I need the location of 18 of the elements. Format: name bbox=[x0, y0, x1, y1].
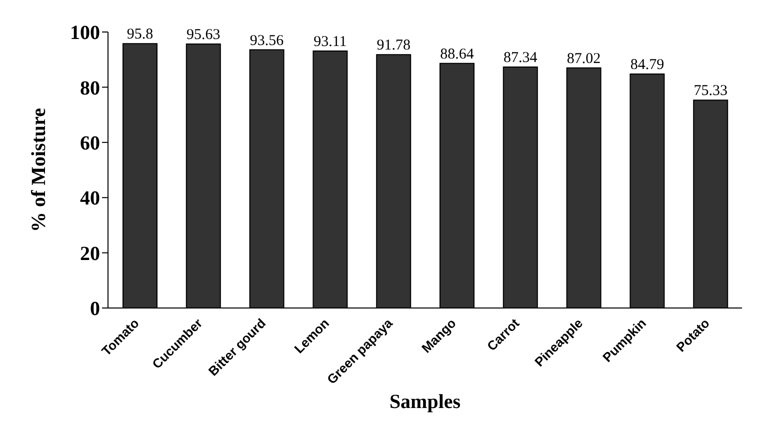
x-axis-title: Samples bbox=[389, 391, 461, 413]
y-tick-label: 60 bbox=[80, 132, 100, 154]
data-label: 87.02 bbox=[566, 50, 601, 67]
data-label: 87.34 bbox=[504, 50, 538, 66]
y-tick-label: 100 bbox=[70, 22, 100, 44]
y-tick-label: 0 bbox=[90, 298, 100, 320]
data-label: 75.33 bbox=[694, 83, 728, 100]
data-label: 91.78 bbox=[376, 38, 410, 54]
y-tick-label: 40 bbox=[80, 188, 100, 210]
y-axis-title: % of Moisture bbox=[28, 108, 50, 232]
data-label: 95.8 bbox=[126, 26, 154, 43]
data-label: 88.64 bbox=[440, 46, 474, 62]
data-label: 93.56 bbox=[250, 32, 284, 49]
y-tick-label: 20 bbox=[80, 242, 100, 265]
y-tick-label: 80 bbox=[80, 77, 100, 100]
data-label: 95.63 bbox=[186, 27, 220, 44]
data-label: 84.79 bbox=[630, 56, 664, 73]
data-label: 93.11 bbox=[314, 34, 347, 50]
